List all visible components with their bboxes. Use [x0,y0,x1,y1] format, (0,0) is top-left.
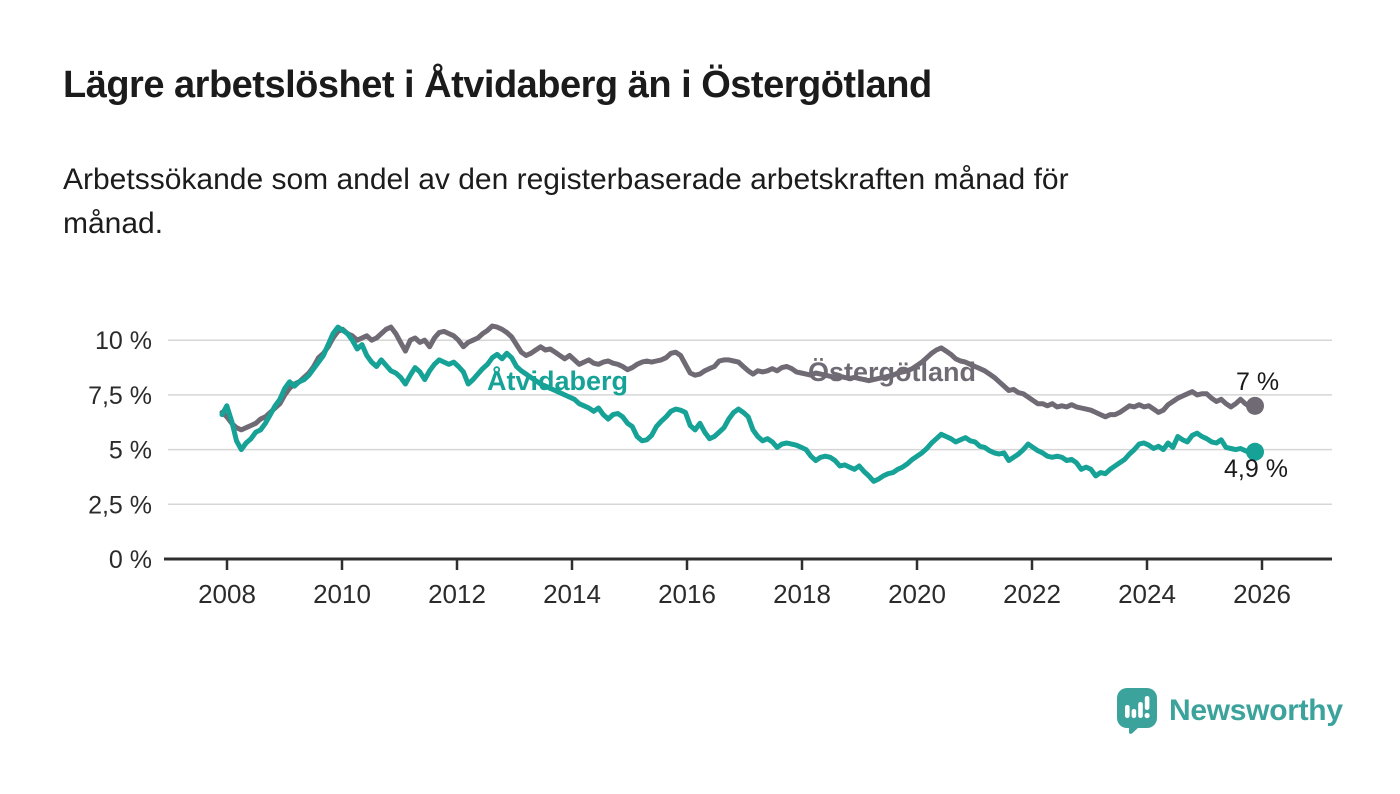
x-axis-tick-label: 2020 [888,579,946,609]
newsworthy-logo: Newsworthy [1116,687,1343,734]
x-axis-tick-label: 2022 [1003,579,1061,609]
chart-subtitle: Arbetssökande som andel av den registerb… [63,163,1069,240]
x-axis-tick-label: 2008 [198,579,256,609]
y-axis-tick-label: 10 % [95,327,152,355]
x-axis-tick-label: 2016 [658,579,716,609]
end-value-label-atvidaberg: 4,9 % [1224,455,1288,483]
end-value-label-ostergotland: 7 % [1236,368,1280,396]
x-axis-tick-label: 2012 [428,579,486,609]
series-end-dot-atvidaberg [1246,442,1264,461]
y-axis-tick-label: 7,5 % [88,382,152,410]
bar-chart-speech-bubble-icon [1117,688,1157,734]
series-label-atvidaberg: Åtvidaberg [487,366,629,396]
y-axis-tick-label: 0 % [109,546,152,574]
y-axis-tick-label: 2,5 % [88,491,152,519]
series-line-atvidaberg [219,324,1258,484]
series-end-dot-ostergotland [1246,396,1264,415]
x-axis-tick-label: 2014 [543,579,601,609]
x-axis-tick-label: 2024 [1118,579,1176,609]
series-line-ostergotland [219,323,1258,433]
x-axis-tick-label: 2026 [1233,579,1291,609]
brand-name: Newsworthy [1169,693,1343,727]
series-label-ostergotland: Östergötland [808,357,977,387]
x-axis-tick-label: 2010 [313,579,371,609]
y-axis-tick-label: 5 % [109,437,152,465]
x-axis-tick-label: 2018 [773,579,831,609]
page-title: Lägre arbetslöshet i Åtvidaberg än i Öst… [63,64,932,106]
